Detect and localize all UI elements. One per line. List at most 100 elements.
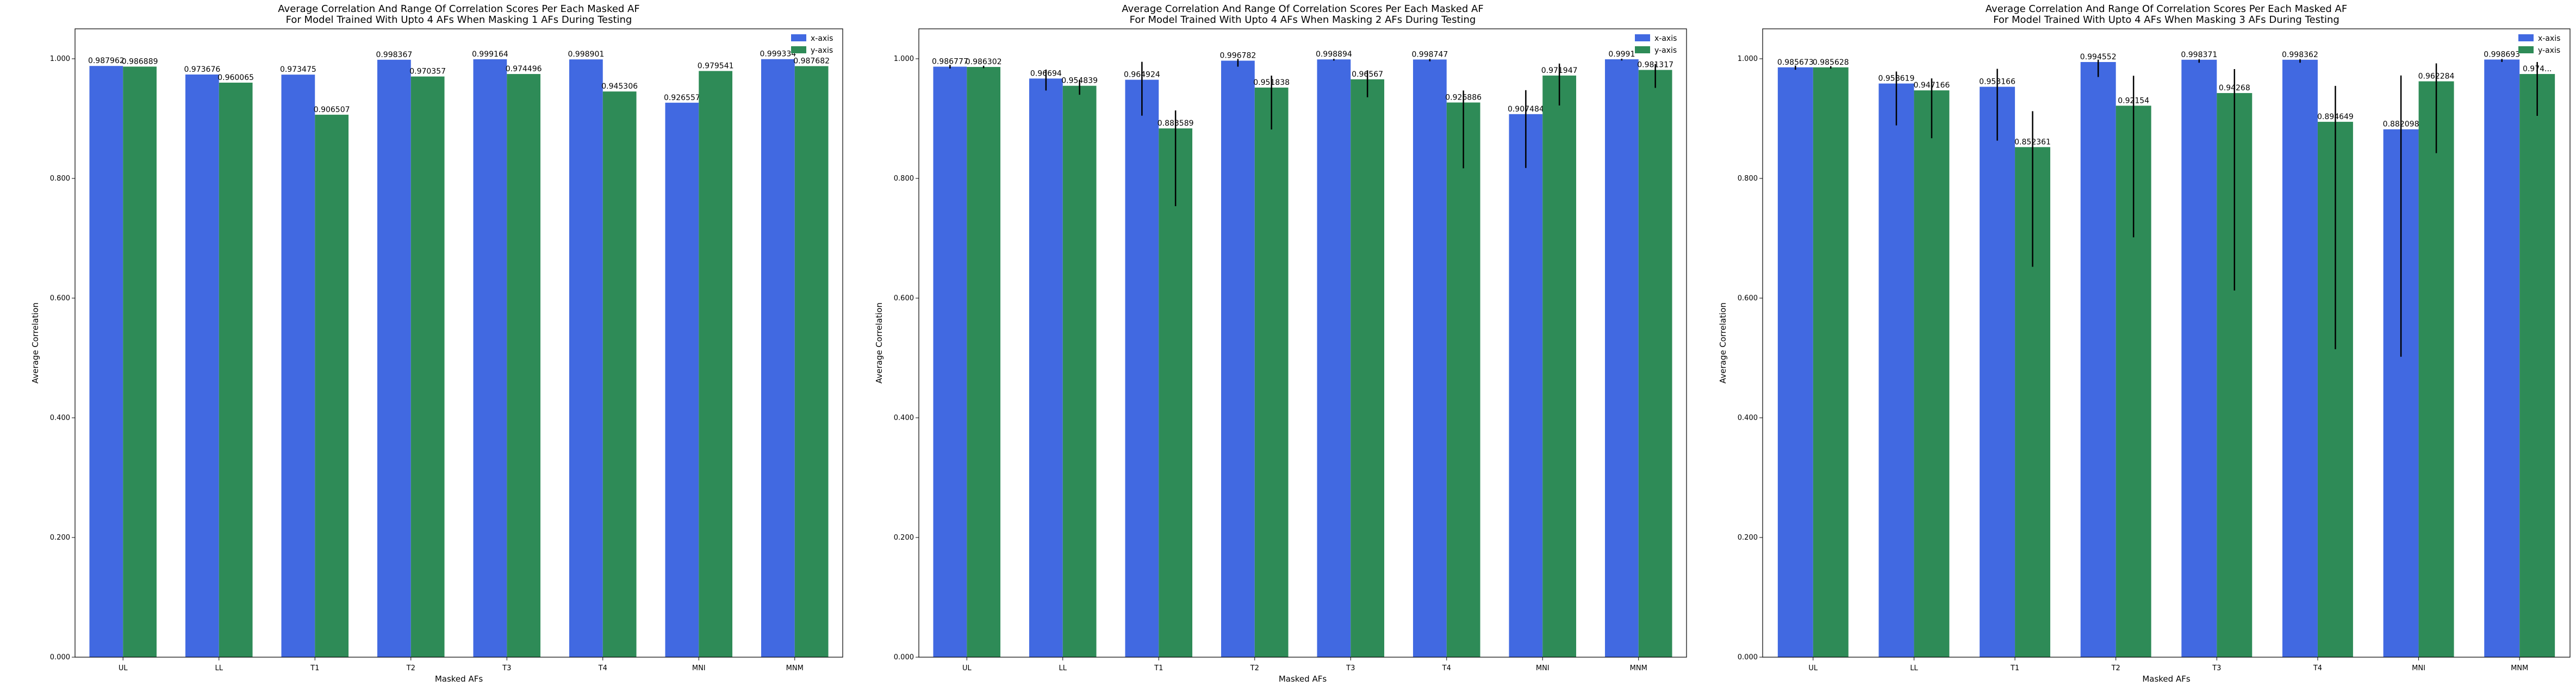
bar-y-axis-MNM — [794, 66, 829, 657]
value-label: 0.945306 — [601, 82, 638, 91]
legend-label-x-axis: x-axis — [1654, 34, 1677, 43]
value-label: 0.882098 — [2383, 120, 2419, 129]
bar-y-axis-UL — [123, 66, 157, 657]
x-tick-label: MNM — [1630, 664, 1647, 672]
x-axis-label: Masked AFs — [1279, 674, 1327, 684]
chart-panel-3: Average Correlation And Range Of Correla… — [1718, 3, 2571, 684]
x-tick-label: UL — [962, 664, 972, 672]
bar-x-axis-LL — [1029, 78, 1063, 658]
value-label: 0.94268 — [2219, 84, 2250, 92]
y-tick-label: 0.200 — [50, 534, 70, 542]
value-label: 0.960065 — [217, 73, 254, 82]
x-tick-label: T2 — [406, 664, 415, 672]
y-tick-label: 1.000 — [1738, 55, 1758, 63]
y-tick-label: 0.800 — [50, 175, 70, 183]
x-axis-label: Masked AFs — [2142, 674, 2191, 684]
legend: x-axis y-axis — [791, 34, 833, 55]
value-label: 0.996782 — [1219, 52, 1256, 60]
bar-x-axis-MNI — [665, 102, 699, 657]
x-tick-label: LL — [1059, 664, 1067, 672]
legend: x-axis y-axis — [1635, 34, 1677, 55]
y-tick-label: 0.600 — [894, 294, 914, 302]
value-label: 0.998747 — [1411, 50, 1448, 59]
y-tick-label: 1.000 — [894, 55, 914, 63]
legend-swatch-y-axis — [791, 46, 806, 53]
bar-y-axis-LL — [219, 82, 253, 658]
x-tick-label: UL — [1808, 664, 1818, 672]
legend-swatch-x-axis — [791, 34, 806, 41]
value-label: 0.973676 — [184, 65, 220, 74]
value-label: 0.852361 — [2014, 138, 2051, 146]
value-label: 0.962284 — [2418, 72, 2455, 81]
x-tick-label: T4 — [598, 664, 607, 672]
y-tick-label: 0.800 — [894, 175, 914, 183]
value-label: 0.907484 — [1508, 105, 1544, 114]
y-tick-label: 0.000 — [894, 653, 914, 662]
x-tick-label: T1 — [1154, 664, 1163, 672]
x-tick-label: LL — [1910, 664, 1918, 672]
value-label: 0.947166 — [1914, 81, 1950, 90]
y-axis-label: Average Correlation — [1718, 302, 1728, 384]
value-label: 0.883589 — [1158, 119, 1194, 128]
x-axis-label: Masked AFs — [435, 674, 483, 684]
bar-x-axis-MNM — [761, 59, 795, 658]
bar-y-axis-T2 — [1254, 87, 1289, 658]
value-label: 0.951838 — [1253, 78, 1290, 87]
y-axis-label: Average Correlation — [874, 302, 884, 384]
legend-label-y-axis: y-axis — [1654, 46, 1677, 55]
chart-title-line-2: For Model Trained With Upto 4 AFs When M… — [1130, 14, 1476, 26]
bar-x-axis-LL — [185, 74, 219, 657]
bar-x-axis-T4 — [1413, 59, 1447, 658]
value-label: 0.953166 — [1979, 78, 2015, 86]
y-tick-label: 0.400 — [50, 414, 70, 422]
value-label: 0.9991 — [1608, 50, 1635, 59]
bar-x-axis-T3 — [473, 59, 507, 658]
plot-frame — [1762, 28, 2571, 658]
value-label: 0.926557 — [664, 94, 700, 102]
value-label: 0.987682 — [793, 57, 830, 66]
legend-swatch-x-axis — [2518, 34, 2534, 41]
y-tick-label: 0.800 — [1738, 175, 1758, 183]
value-label: 0.926886 — [1445, 93, 1482, 102]
legend-label-x-axis: x-axis — [2538, 34, 2560, 43]
bar-y-axis-MNI — [1542, 75, 1577, 658]
x-tick-label: T2 — [1250, 664, 1259, 672]
value-label: 0.92154 — [2118, 96, 2149, 105]
x-tick-label: MNI — [692, 664, 706, 672]
bar-x-axis-T2 — [377, 59, 411, 658]
bar-x-axis-T1 — [1125, 79, 1159, 657]
value-label: 0.981317 — [1637, 61, 1673, 70]
y-tick-label: 0.600 — [1738, 294, 1758, 302]
value-label: 0.964924 — [1124, 71, 1160, 79]
chart-panel-1: Average Correlation And Range Of Correla… — [30, 3, 843, 684]
x-tick-label: T4 — [2313, 664, 2322, 672]
value-label: 0.999334 — [760, 50, 796, 59]
bar-x-axis-UL — [1777, 67, 1813, 658]
value-label: 0.999164 — [472, 50, 508, 59]
x-tick-label: MNI — [1536, 664, 1550, 672]
x-tick-label: T3 — [502, 664, 511, 672]
value-label: 0.973475 — [280, 65, 316, 74]
value-label: 0.974496 — [506, 65, 542, 73]
y-tick-label: 0.400 — [894, 414, 914, 422]
bar-x-axis-T3 — [2181, 59, 2217, 658]
value-label: 0.986889 — [122, 57, 158, 66]
y-tick-label: 0.000 — [1738, 653, 1758, 662]
x-tick-label: T4 — [1442, 664, 1451, 672]
value-label: 0.998894 — [1316, 50, 1352, 59]
chart-title-line-1: Average Correlation And Range Of Correla… — [1122, 3, 1483, 15]
value-label: 0.998362 — [2282, 51, 2318, 59]
bar-x-axis-UL — [89, 66, 123, 657]
value-label: 0.979541 — [698, 62, 734, 71]
bar-y-axis-LL — [1914, 90, 1950, 657]
value-label: 0.958619 — [1878, 75, 1915, 83]
y-tick-label: 0.400 — [1738, 414, 1758, 422]
bar-x-axis-T1 — [281, 75, 315, 658]
chart-panel-2: Average Correlation And Range Of Correla… — [874, 3, 1687, 684]
x-tick-label: UL — [119, 664, 128, 672]
chart-title-line-1: Average Correlation And Range Of Correla… — [278, 3, 639, 15]
bar-y-axis-T3 — [507, 74, 541, 657]
value-label: 0.971947 — [1541, 66, 1578, 75]
y-tick-label: 0.000 — [50, 653, 70, 662]
